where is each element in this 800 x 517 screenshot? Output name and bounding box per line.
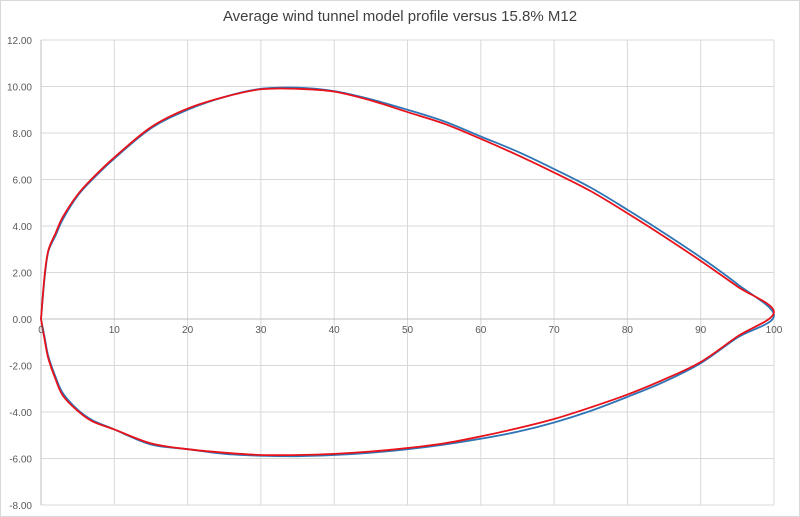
label-layer: 0 10 20 30 40 50 60 70 80 90 100 -8.00 -6.00 -4.00 -2.… <box>7 36 783 512</box>
x-tick-label: 80 <box>622 325 634 336</box>
axis-layer <box>40 40 774 505</box>
series-line-2 <box>40 87 775 457</box>
series-layer <box>40 86 775 458</box>
y-tick-label: 8.00 <box>13 129 33 140</box>
y-tick-label: 6.00 <box>13 176 33 187</box>
x-tick-label: 20 <box>182 325 194 336</box>
y-tick-label: -6.00 <box>9 455 32 466</box>
series-line-1 <box>40 86 775 458</box>
chart-title: Average wind tunnel model profile versus… <box>222 8 578 25</box>
y-tick-label: 10.00 <box>7 83 32 94</box>
x-tick-label: 90 <box>695 325 707 336</box>
y-tick-label: -8.00 <box>9 501 32 512</box>
y-tick-label: 2.00 <box>13 269 33 280</box>
x-tick-label: 70 <box>549 325 561 336</box>
x-tick-label: 10 <box>109 325 121 336</box>
y-tick-label: 4.00 <box>13 222 33 233</box>
y-tick-label: 12.00 <box>7 36 32 47</box>
x-tick-label: 60 <box>475 325 487 336</box>
y-tick-label: -2.00 <box>9 362 32 373</box>
x-tick-label: 100 <box>766 325 783 336</box>
x-tick-label: 0 <box>38 325 44 336</box>
y-tick-label: -4.00 <box>9 408 32 419</box>
x-tick-label: 30 <box>255 325 267 336</box>
x-tick-label: 40 <box>329 325 341 336</box>
y-tick-label: 0.00 <box>13 315 33 326</box>
x-tick-label: 50 <box>402 325 414 336</box>
